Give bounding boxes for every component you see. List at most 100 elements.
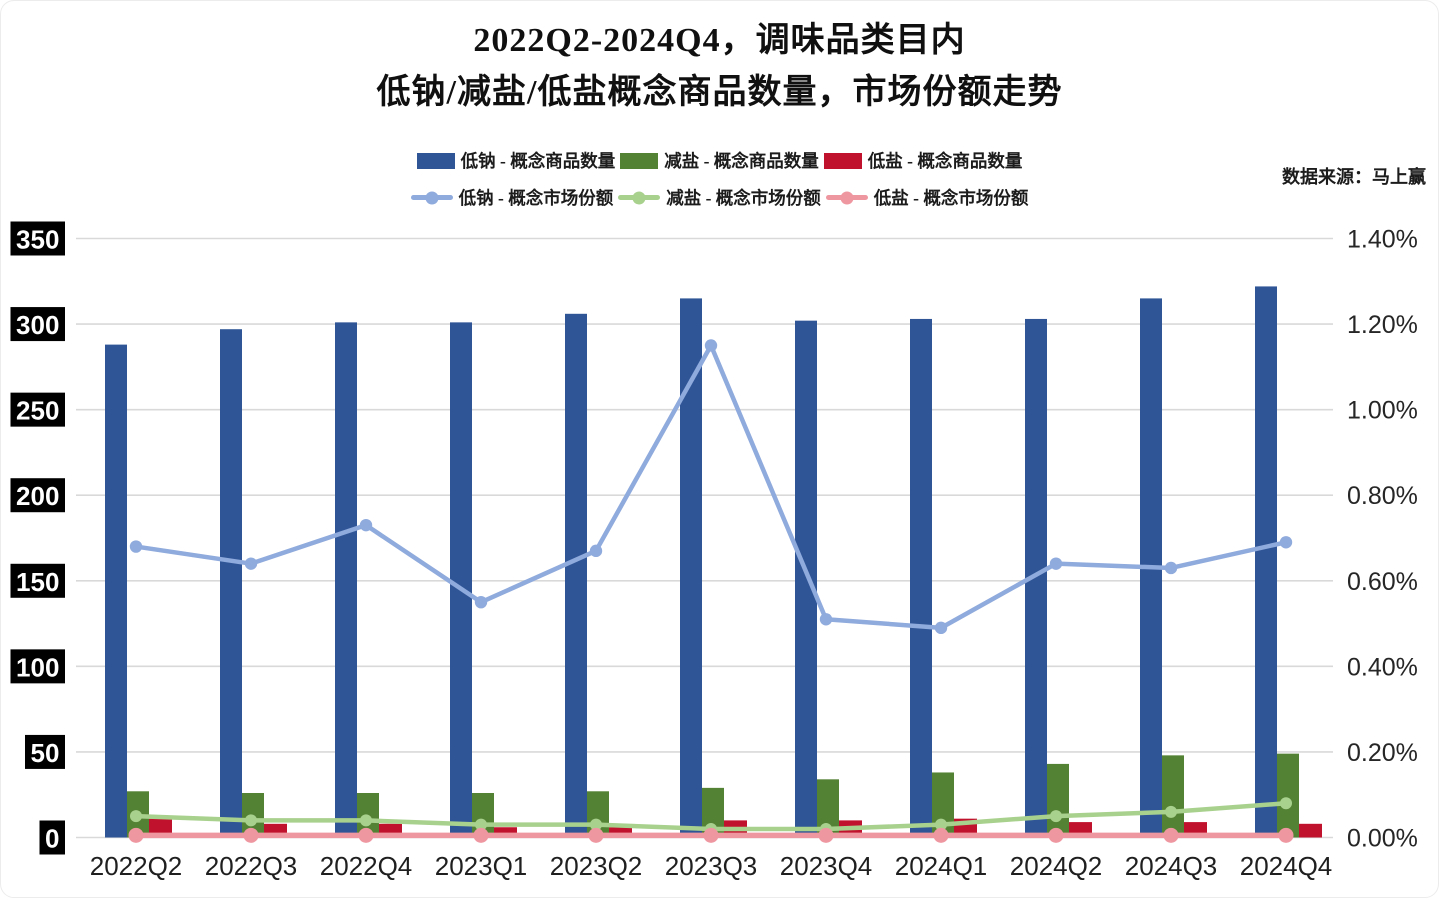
line-marker — [935, 818, 947, 831]
line-marker — [474, 595, 488, 609]
left-tick-chip — [10, 307, 65, 342]
x-tick-label: 2022Q4 — [320, 851, 413, 881]
legend-label: 低盐 - 概念商品数量 — [867, 151, 1023, 171]
line-marker — [128, 827, 144, 843]
bar — [450, 322, 472, 838]
left-tick-chip — [10, 649, 65, 684]
line-marker — [244, 557, 258, 570]
line-marker — [1280, 797, 1292, 810]
legend-item-dina-count: 低钠 - 概念商品数量 — [416, 148, 616, 173]
legend-swatch-bar-blue — [416, 152, 455, 169]
left-tick-label: 250 — [16, 396, 59, 426]
line-marker — [934, 621, 948, 635]
line-marker — [1050, 810, 1062, 823]
bar — [910, 318, 932, 838]
bar — [817, 779, 839, 838]
bar — [105, 344, 127, 838]
right-tick-label: 1.20% — [1347, 311, 1418, 339]
bar — [680, 298, 702, 838]
legend-swatch-line-green — [618, 195, 661, 200]
data-source-note: 数据来源：马上赢 — [1282, 167, 1426, 187]
legend-label: 减盐 - 概念商品数量 — [664, 151, 819, 171]
x-tick-label: 2022Q3 — [205, 851, 298, 881]
bar — [335, 322, 357, 838]
line-marker — [588, 827, 604, 843]
bar — [1255, 286, 1277, 838]
line-marker — [703, 827, 719, 843]
right-tick-label: 0.00% — [1347, 825, 1418, 853]
right-tick-label: 1.40% — [1347, 226, 1418, 254]
line-marker — [130, 810, 142, 823]
chart-title-line1: 2022Q2-2024Q4，调味品类目内 — [473, 22, 966, 59]
legend-row-bars: 低钠 - 概念商品数量 减盐 - 概念商品数量 低盐 - 概念商品数量 — [1, 142, 1438, 179]
legend-label: 减盐 - 概念市场份额 — [666, 188, 821, 208]
line-marker — [704, 339, 718, 352]
x-tick-label: 2022Q2 — [90, 851, 183, 881]
right-tick-label: 0.80% — [1347, 482, 1418, 510]
left-tick-chip — [10, 478, 65, 513]
legend-item-diyan-share: 低盐 - 概念市场份额 — [825, 185, 1028, 210]
line-series — [133, 343, 1289, 631]
left-tick-chip — [10, 392, 65, 427]
left-tick-label: 100 — [16, 652, 59, 682]
left-tick-chip — [39, 820, 65, 855]
right-tick-label: 0.60% — [1347, 568, 1418, 596]
x-tick-label: 2023Q3 — [665, 851, 758, 881]
bar — [1162, 755, 1184, 838]
bar — [1047, 763, 1069, 838]
right-tick-label: 1.00% — [1347, 397, 1418, 425]
right-tick-label: 0.40% — [1347, 653, 1418, 681]
chart-title-line2: 低钠/减盐/低盐概念商品数量，市场份额走势 — [376, 74, 1063, 111]
bar — [609, 827, 632, 838]
line-marker — [1279, 536, 1293, 549]
line-marker — [358, 827, 374, 843]
legend-item-dina-share: 低钠 - 概念市场份额 — [410, 185, 614, 210]
line-marker — [933, 827, 949, 843]
left-tick-label: 200 — [16, 481, 59, 511]
left-tick-label: 300 — [16, 310, 59, 340]
line-marker — [243, 827, 259, 843]
line-marker — [1163, 827, 1179, 843]
x-tick-label: 2024Q3 — [1125, 851, 1218, 881]
left-tick-chip — [10, 221, 65, 256]
x-tick-label: 2024Q1 — [895, 851, 988, 881]
legend-swatch-line-blue — [410, 195, 453, 200]
legend-label: 低钠 - 概念市场份额 — [458, 188, 614, 208]
x-tick-label: 2023Q1 — [435, 851, 528, 881]
x-tick-label: 2023Q2 — [550, 851, 643, 881]
x-tick-label: 2024Q2 — [1010, 851, 1103, 881]
left-tick-chip — [25, 734, 65, 769]
left-tick-label: 50 — [31, 738, 60, 768]
line-marker — [589, 544, 603, 558]
line-marker — [1164, 561, 1178, 575]
line-marker — [475, 818, 487, 831]
line-marker — [473, 827, 489, 843]
bar — [795, 320, 817, 838]
line-marker — [359, 518, 373, 532]
line-marker — [1048, 827, 1064, 843]
bar — [1277, 753, 1299, 838]
x-tick-label: 2023Q4 — [780, 851, 873, 881]
line-marker — [245, 814, 257, 827]
legend-swatch-line-pink — [825, 195, 868, 200]
chart-title: 2022Q2-2024Q4，调味品类目内 低钠/减盐/低盐概念商品数量，市场份额… — [1, 15, 1438, 119]
left-tick-label: 350 — [16, 225, 59, 255]
bar — [220, 329, 242, 838]
legend-item-diyan-count: 低盐 - 概念商品数量 — [823, 148, 1023, 173]
line-marker — [1165, 805, 1177, 818]
left-tick-label: 150 — [16, 567, 59, 597]
x-tick-label: 2024Q4 — [1240, 851, 1333, 881]
line-marker — [129, 540, 143, 553]
legend-swatch-bar-green — [620, 152, 659, 169]
left-tick-chip — [10, 563, 65, 598]
legend-label: 低钠 - 概念商品数量 — [460, 151, 616, 171]
line-marker — [819, 613, 833, 626]
bar — [565, 313, 587, 838]
line-marker — [1278, 827, 1294, 843]
left-tick-label: 0 — [45, 824, 59, 854]
bar — [1025, 318, 1047, 838]
line-marker — [360, 814, 372, 827]
legend-swatch-bar-red — [823, 152, 862, 169]
